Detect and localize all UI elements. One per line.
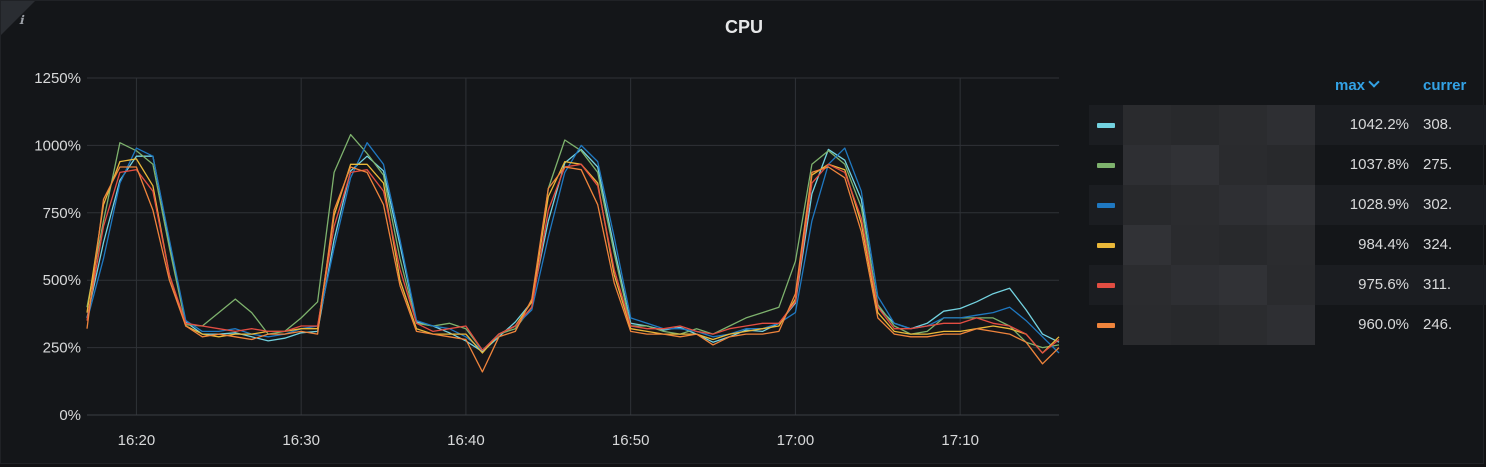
legend-row[interactable]: 1042.2% 308.	[1089, 105, 1486, 145]
series-line-6[interactable]	[86, 166, 1060, 373]
legend-max-value: 1042.2%	[1349, 116, 1409, 133]
chart-series	[86, 133, 1060, 373]
legend-series-name-redacted	[1123, 185, 1315, 225]
legend-current-value: 302.	[1423, 196, 1453, 213]
chevron-down-icon	[1368, 76, 1380, 88]
x-tick-label: 16:40	[447, 432, 485, 449]
legend-max-value: 975.6%	[1358, 276, 1409, 293]
legend-series-name-redacted	[1123, 305, 1315, 345]
legend-row[interactable]: 1028.9% 302.	[1089, 185, 1486, 225]
legend-current-value: 324.	[1423, 236, 1453, 253]
legend-current-value: 308.	[1423, 116, 1453, 133]
legend-table: max currer 1042.2% 308. 1037.8% 275. 1028.9%…	[1089, 71, 1486, 351]
y-tick-label: 750%	[43, 205, 81, 222]
legend-max-value: 960.0%	[1358, 316, 1409, 333]
x-axis-labels: 16:20 16:30 16:40 16:50 17:00 17:10	[118, 432, 979, 449]
y-tick-label: 0%	[59, 407, 81, 424]
legend-max-value: 984.4%	[1358, 236, 1409, 253]
x-tick-label: 17:10	[941, 432, 979, 449]
x-tick-label: 17:00	[777, 432, 815, 449]
legend-color-swatch[interactable]	[1097, 243, 1115, 248]
legend-header-max[interactable]: max	[1335, 76, 1380, 94]
legend-series-name-redacted	[1123, 225, 1315, 265]
legend-max-value: 1028.9%	[1349, 196, 1409, 213]
legend-current-value: 246.	[1423, 316, 1453, 333]
panel-info-corner[interactable]	[1, 1, 35, 35]
legend-header-current[interactable]: currer	[1423, 77, 1467, 94]
series-line-4[interactable]	[86, 158, 1060, 354]
legend-current-value: 275.	[1423, 156, 1453, 173]
legend-row[interactable]: 1037.8% 275.	[1089, 145, 1486, 185]
legend-row[interactable]: 960.0% 246.	[1089, 305, 1486, 345]
series-line-5[interactable]	[86, 163, 1060, 354]
y-axis-labels: 0% 250% 500% 750% 1000% 1250%	[34, 70, 81, 424]
legend-series-name-redacted	[1123, 105, 1315, 145]
x-tick-label: 16:20	[118, 432, 156, 449]
legend-color-swatch[interactable]	[1097, 163, 1115, 168]
y-tick-label: 250%	[43, 340, 81, 357]
legend-current-value: 311.	[1423, 276, 1452, 293]
series-line-1[interactable]	[86, 148, 1060, 353]
legend-row[interactable]: 984.4% 324.	[1089, 225, 1486, 265]
legend-series-name-redacted	[1123, 145, 1315, 185]
x-tick-label: 16:50	[612, 432, 650, 449]
y-tick-label: 1000%	[34, 137, 81, 154]
chart-grid	[87, 77, 1059, 416]
info-icon[interactable]: ℹ	[19, 13, 24, 27]
legend-color-swatch[interactable]	[1097, 123, 1115, 128]
legend-color-swatch[interactable]	[1097, 283, 1115, 288]
series-line-2[interactable]	[86, 133, 1060, 351]
y-tick-label: 500%	[43, 272, 81, 289]
legend-series-name-redacted	[1123, 265, 1315, 305]
legend-max-value: 1037.8%	[1349, 156, 1409, 173]
series-line-3[interactable]	[86, 142, 1060, 354]
x-tick-label: 16:30	[282, 432, 320, 449]
y-tick-label: 1250%	[34, 70, 81, 87]
legend-row[interactable]: 975.6% 311.	[1089, 265, 1486, 305]
legend-color-swatch[interactable]	[1097, 203, 1115, 208]
legend-color-swatch[interactable]	[1097, 323, 1115, 328]
panel-title[interactable]: CPU	[724, 17, 763, 37]
